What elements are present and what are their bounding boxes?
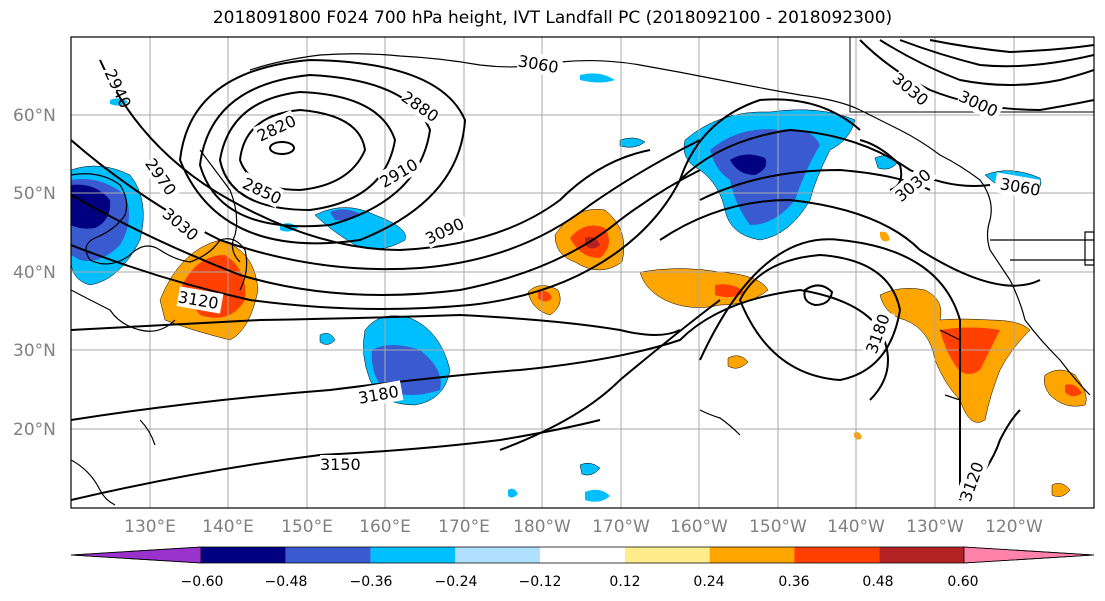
colorbar-tick: 0.60	[947, 574, 978, 590]
lon-label-120w: 120°W	[985, 517, 1043, 537]
colorbar-segment	[709, 547, 795, 563]
colorbar-segment	[201, 547, 286, 563]
lon-label-160w: 160°W	[670, 517, 728, 537]
colorbar-border	[70, 546, 1095, 564]
ivt-shading	[71, 73, 1087, 502]
graticule	[71, 37, 1094, 508]
colorbar-tick: 0.48	[862, 574, 893, 590]
colorbar-segment	[963, 546, 1095, 564]
colorbar-tick: 0.36	[778, 574, 809, 590]
lon-label-150w: 150°W	[749, 517, 807, 537]
colorbar-segment	[370, 547, 456, 563]
colorbar-segment	[879, 547, 964, 563]
colorbar-tick: −0.36	[350, 574, 393, 590]
colorbar-tick: −0.24	[435, 574, 478, 590]
lon-label-180w: 180°W	[513, 517, 571, 537]
lon-label-130w: 130°W	[906, 517, 964, 537]
colorbar-tick: −0.48	[265, 574, 308, 590]
colorbar-segment	[455, 547, 541, 563]
lat-label-40n: 40°N	[13, 263, 56, 283]
map-border	[70, 36, 1095, 509]
colorbar: −0.60 −0.48 −0.36 −0.24 −0.12 0.12 0.24 …	[70, 546, 1095, 590]
colorbar-ticks: −0.60 −0.48 −0.36 −0.24 −0.12 0.12 0.24 …	[181, 574, 979, 590]
colorbar-segment	[70, 546, 202, 564]
lon-label-130e: 130°E	[124, 517, 176, 537]
latitude-labels: 60°N 50°N 40°N 30°N 20°N	[13, 106, 56, 440]
lon-label-140e: 140°E	[202, 517, 254, 537]
colorbar-segment	[794, 547, 880, 563]
colorbar-segment	[540, 547, 625, 563]
colorbar-tick: −0.12	[519, 574, 562, 590]
colorbar-tick: 0.12	[609, 574, 640, 590]
colorbar-segment	[624, 547, 710, 563]
longitude-labels: 130°E 140°E 150°E 160°E 170°E 180°W 170°…	[124, 517, 1043, 537]
lat-label-20n: 20°N	[13, 420, 56, 440]
map-title: 2018091800 F024 700 hPa height, IVT Land…	[212, 8, 893, 28]
lon-label-150e: 150°E	[281, 517, 333, 537]
colorbar-tick: −0.60	[181, 574, 224, 590]
lat-label-30n: 30°N	[13, 341, 56, 361]
lat-label-60n: 60°N	[13, 106, 56, 126]
lon-label-140w: 140°W	[827, 517, 885, 537]
colorbar-segment	[285, 547, 371, 563]
colorbar-segments	[70, 546, 1095, 564]
lon-label-170w: 170°W	[592, 517, 650, 537]
lat-label-50n: 50°N	[13, 184, 56, 204]
colorbar-tick: 0.24	[693, 574, 724, 590]
lon-label-160e: 160°E	[359, 517, 411, 537]
lon-label-170e: 170°E	[438, 517, 490, 537]
contour-label-3150: 3150	[320, 455, 361, 474]
